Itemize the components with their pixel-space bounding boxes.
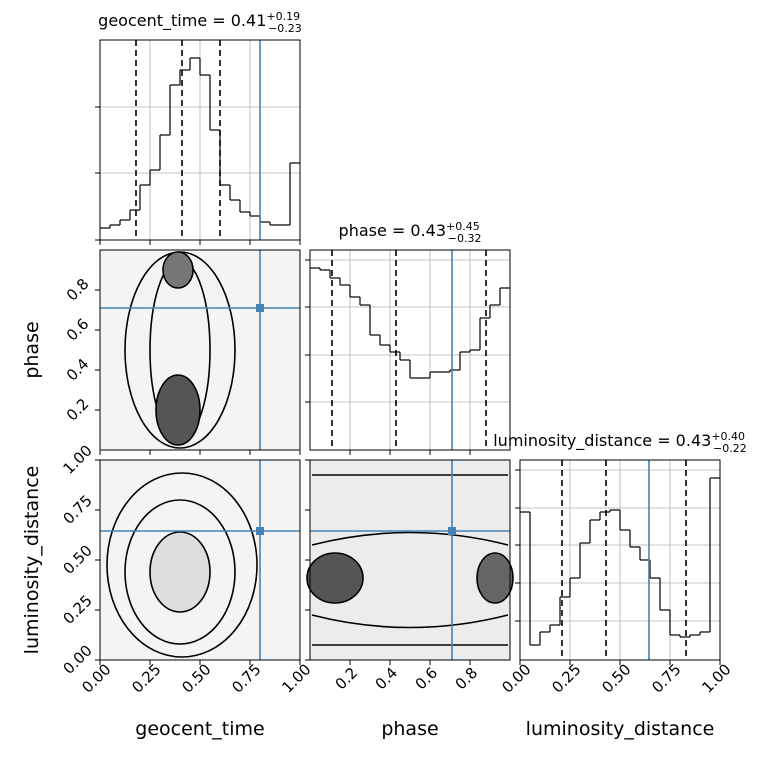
contour: [306, 552, 364, 604]
title-main: geocent_time = 0.41: [98, 11, 266, 31]
y-tick-label: 0.50: [59, 541, 95, 577]
panel-frame: [309, 459, 511, 661]
x-axis-label: phase: [381, 718, 438, 740]
x-tick-label: 0.25: [548, 660, 584, 696]
title-sub: −0.23: [268, 22, 302, 35]
x-tick-label: 0.8: [452, 664, 482, 694]
y-tick-label: 0.4: [63, 355, 93, 385]
x-tick-label: 0.75: [648, 660, 684, 696]
truth-marker: [448, 527, 456, 535]
x-tick-label: 0.6: [412, 664, 442, 694]
y-tick-label: 0.8: [63, 275, 93, 305]
panel-title: geocent_time = 0.41+0.19 −0.23: [98, 10, 302, 35]
y-tick-label: 0.25: [59, 591, 95, 627]
contour: [476, 552, 514, 604]
truth-marker: [256, 527, 264, 535]
title-sub: −0.22: [713, 442, 747, 455]
title-sup: +0.19: [266, 10, 300, 23]
panel-title: phase = 0.43+0.45 −0.32: [339, 220, 482, 245]
panel-frame: [99, 459, 301, 661]
panel-frame: [519, 459, 721, 661]
panel-frame: [309, 249, 511, 451]
truth-marker: [256, 304, 264, 312]
x-tick-label: 0.2: [332, 664, 362, 694]
contour: [162, 251, 194, 289]
y-tick-label: 0.75: [59, 491, 95, 527]
title-sup: +0.40: [711, 430, 745, 443]
panel-frame: [99, 249, 301, 451]
y-tick-label: 0.6: [63, 315, 93, 345]
title-sub: −0.32: [448, 232, 482, 245]
hist-connector: [529, 478, 711, 645]
title-main: luminosity_distance = 0.43: [493, 431, 711, 451]
contour: [124, 499, 236, 645]
contour: [149, 531, 211, 613]
x-tick-label: 0.50: [178, 660, 214, 696]
density-decoration: [100, 250, 514, 660]
x-tick-label: 0.00: [498, 660, 534, 696]
contour: [106, 472, 258, 658]
hist-connector: [109, 58, 291, 228]
x-tick-label: 0.25: [128, 660, 164, 696]
contour: [155, 374, 201, 446]
title-main: phase = 0.43: [339, 221, 446, 240]
x-axis-label: geocent_time: [135, 718, 264, 740]
x-tick-label: 1.00: [278, 660, 314, 696]
x-tick-label: 0.75: [228, 660, 264, 696]
density-bg: [100, 250, 300, 450]
panel-frame: [99, 39, 301, 241]
y-axis-label: luminosity_distance: [21, 466, 43, 655]
y-tick-label: 0.2: [63, 395, 93, 425]
y-axis-label: phase: [21, 321, 43, 378]
x-tick-label: 0.50: [598, 660, 634, 696]
y-tick-label: 1.00: [59, 441, 95, 477]
x-tick-label: 0.4: [372, 664, 402, 694]
x-axis-label: luminosity_distance: [526, 718, 715, 740]
contour: [311, 474, 509, 646]
title-sup: +0.45: [446, 220, 480, 233]
x-tick-label: 1.00: [698, 660, 734, 696]
panel-title: luminosity_distance = 0.43+0.40 −0.22: [493, 430, 747, 455]
